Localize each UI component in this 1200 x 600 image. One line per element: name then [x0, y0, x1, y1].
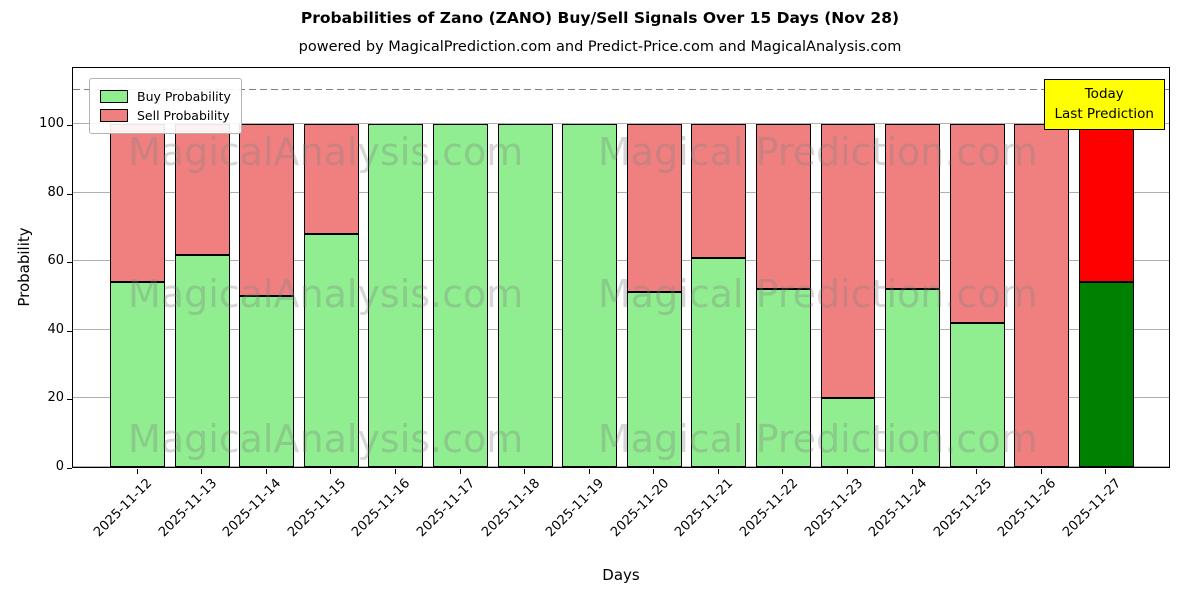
gridline: [73, 328, 1169, 330]
y-tick-label: 80: [47, 184, 64, 200]
y-tick-mark: [67, 262, 72, 264]
x-tick-label: 2025-11-13: [155, 476, 220, 541]
legend-item-buy: Buy Probability: [100, 89, 231, 104]
x-tick-label: 2025-11-16: [349, 476, 414, 541]
y-tick-label: 20: [47, 390, 64, 406]
y-tick-label: 40: [47, 321, 64, 337]
today-annotation-line2: Last Prediction: [1054, 106, 1154, 123]
bar-segment: [174, 254, 230, 467]
chart-subtitle: powered by MagicalPrediction.com and Pre…: [298, 39, 902, 55]
x-tick-label: 2025-11-14: [220, 476, 285, 541]
bar-segment: [110, 124, 166, 282]
gridline: [73, 260, 1169, 262]
x-tick-mark: [330, 469, 332, 474]
x-tick-mark: [976, 469, 978, 474]
y-tick-mark: [67, 193, 72, 195]
x-tick-mark: [782, 469, 784, 474]
bar-segment: [691, 124, 747, 258]
gridline: [73, 123, 1169, 125]
bar-segment: [885, 288, 941, 467]
bar-segment: [174, 124, 230, 255]
bar-segment: [368, 124, 424, 467]
x-tick-mark: [136, 469, 138, 474]
x-tick-mark: [717, 469, 719, 474]
x-tick-mark: [201, 469, 203, 474]
bar-segment: [1078, 124, 1134, 282]
gridline: [73, 397, 1169, 399]
bar-segment: [303, 124, 359, 234]
y-tick-mark: [67, 125, 72, 127]
chart-title: Probabilities of Zano (ZANO) Buy/Sell Si…: [300, 9, 900, 27]
bar-segment: [691, 257, 747, 467]
y-tick-label: 60: [47, 253, 64, 269]
bar-segment: [1014, 124, 1070, 467]
x-tick-mark: [911, 469, 913, 474]
legend: Buy Probability Sell Probability: [89, 78, 242, 134]
bar-segment: [562, 124, 618, 467]
x-tick-mark: [847, 469, 849, 474]
bar-segment: [239, 124, 295, 296]
bar-segment: [820, 398, 876, 467]
sell-color-swatch: [100, 109, 128, 122]
x-tick-label: 2025-11-24: [866, 476, 931, 541]
x-tick-mark: [588, 469, 590, 474]
buy-color-swatch: [100, 90, 128, 103]
x-tick-label: 2025-11-17: [414, 476, 479, 541]
bar-segment: [949, 323, 1005, 467]
y-axis-label: Probability: [15, 227, 33, 307]
bar-segment: [1078, 281, 1134, 467]
gridline: [73, 191, 1169, 193]
x-tick-label: 2025-11-21: [672, 476, 737, 541]
bar-segment: [885, 124, 941, 289]
legend-item-sell: Sell Probability: [100, 108, 231, 123]
today-annotation-line1: Today: [1084, 86, 1124, 102]
y-tick-label: 0: [55, 459, 64, 474]
x-tick-mark: [1040, 469, 1042, 474]
y-tick-label: 100: [39, 116, 64, 132]
plot-area: Buy Probability Sell Probability Today L…: [72, 67, 1170, 468]
bar-segment: [239, 295, 295, 467]
x-tick-label: 2025-11-20: [607, 476, 672, 541]
gridline: [73, 466, 1169, 467]
bar-segment: [433, 124, 488, 467]
bar-segment: [756, 124, 811, 289]
x-tick-mark: [1105, 469, 1107, 474]
x-tick-label: 2025-11-19: [543, 476, 608, 541]
x-tick-label: 2025-11-26: [995, 476, 1060, 541]
legend-label-buy: Buy Probability: [137, 89, 231, 104]
legend-label-sell: Sell Probability: [137, 108, 230, 123]
x-tick-mark: [524, 469, 526, 474]
x-tick-label: 2025-11-23: [801, 476, 866, 541]
x-tick-label: 2025-11-27: [1059, 476, 1125, 541]
y-tick-mark: [67, 330, 72, 332]
y-tick-mark: [67, 468, 72, 469]
bar-segment: [820, 124, 876, 399]
x-tick-label: 2025-11-25: [930, 476, 995, 541]
bar-segment: [110, 281, 166, 467]
x-tick-label: 2025-11-18: [478, 476, 543, 541]
x-axis-label: Days: [602, 566, 640, 584]
bar-segment: [626, 124, 682, 293]
bar-segment: [303, 233, 359, 467]
bar-segment: [756, 288, 811, 467]
x-tick-mark: [459, 469, 461, 474]
bar-segment: [497, 124, 553, 467]
bar-segment: [949, 124, 1005, 324]
x-tick-label: 2025-11-22: [737, 476, 802, 541]
dashed-guide-line: [73, 88, 1169, 90]
x-tick-mark: [394, 469, 396, 474]
y-tick-mark: [67, 399, 72, 401]
x-tick-label: 2025-11-12: [91, 476, 156, 541]
x-tick-mark: [265, 469, 267, 474]
x-tick-mark: [653, 469, 655, 474]
bar-segment: [626, 292, 682, 467]
x-tick-label: 2025-11-15: [284, 476, 349, 541]
today-annotation: Today Last Prediction: [1043, 79, 1165, 130]
